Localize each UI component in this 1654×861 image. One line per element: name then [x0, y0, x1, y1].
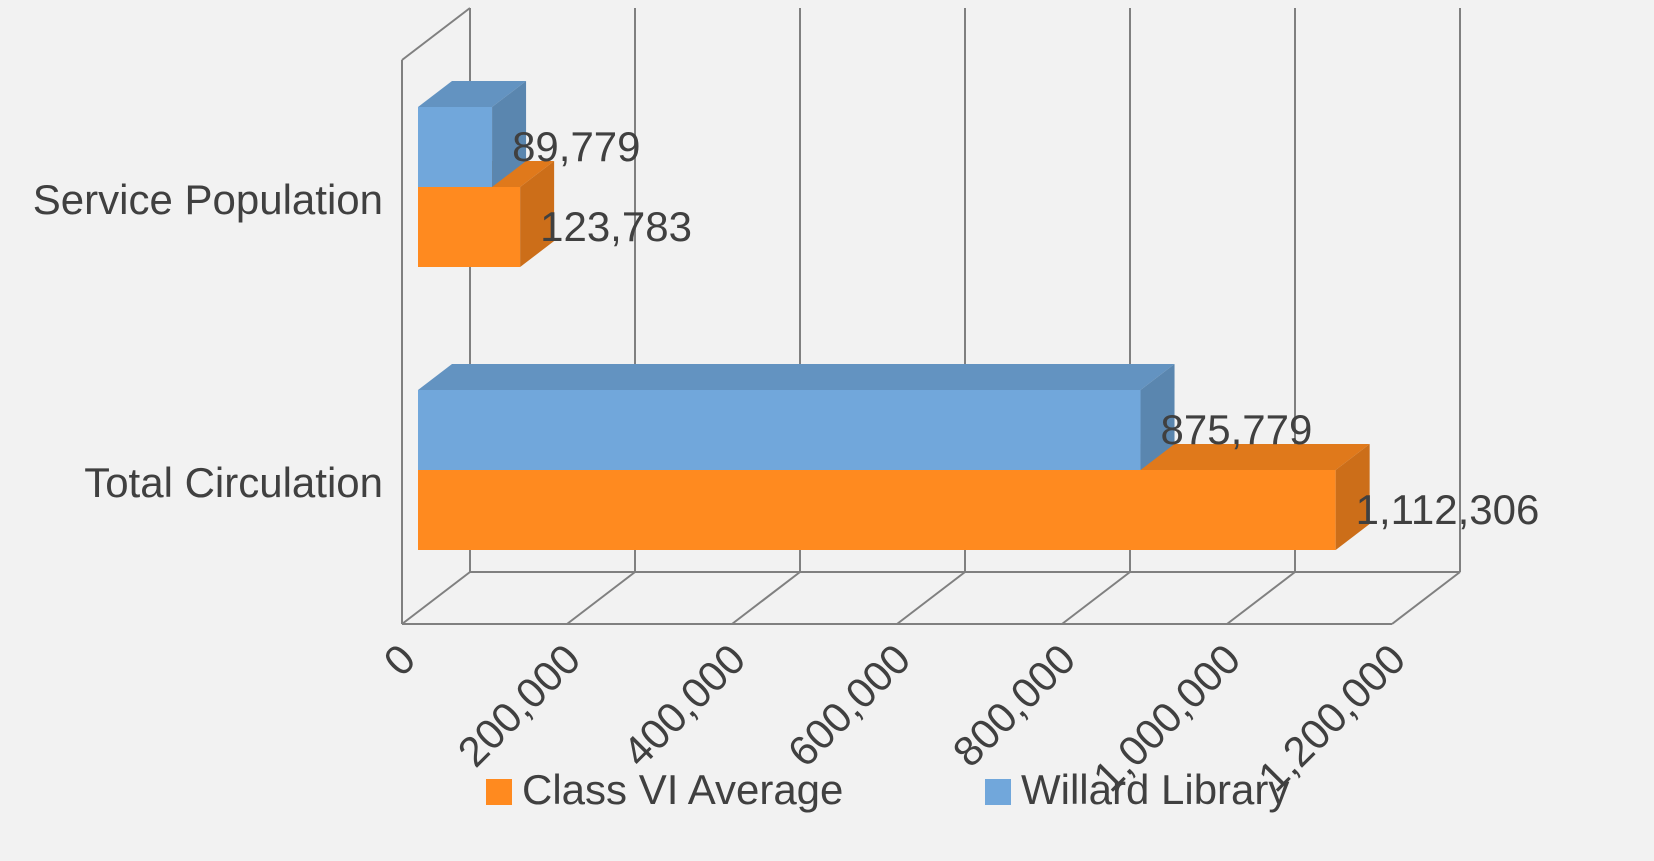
floor-tick: [1226, 571, 1296, 625]
legend-label: Class VI Average: [522, 766, 843, 813]
x-tick-label: 600,000: [779, 635, 920, 776]
x-tick-label: 400,000: [614, 635, 755, 776]
bar-side: [520, 161, 555, 267]
bar-side: [1335, 444, 1370, 550]
floor-tick: [566, 571, 636, 625]
bar-top: [418, 364, 1175, 390]
floor-tick: [1391, 571, 1461, 625]
floor-tick: [401, 571, 471, 625]
legend-label: Willard Library: [1021, 766, 1289, 813]
value-label: 89,779: [512, 123, 640, 170]
bar-side: [492, 81, 527, 187]
bar-side: [1140, 364, 1175, 470]
bar-top: [418, 81, 527, 107]
floor-tick: [1061, 571, 1131, 625]
legend-swatch: [985, 779, 1011, 805]
x-tick-label: 800,000: [944, 635, 1085, 776]
bar-front: [418, 470, 1336, 550]
x-tick-label: 200,000: [449, 635, 590, 776]
bar-front: [418, 390, 1141, 470]
value-label: 1,112,306: [1356, 486, 1540, 533]
value-label: 875,779: [1161, 406, 1313, 453]
x-tick-label: 0: [374, 635, 424, 685]
y-tick-label: Total Circulation: [84, 459, 383, 506]
y-tick-label: Service Population: [33, 176, 383, 223]
wall-edge: [401, 7, 471, 61]
bar-front: [418, 187, 521, 267]
floor-tick: [896, 571, 966, 625]
value-label: 123,783: [540, 203, 692, 250]
legend-swatch: [486, 779, 512, 805]
bar-front: [418, 107, 493, 187]
floor-tick: [731, 571, 801, 625]
